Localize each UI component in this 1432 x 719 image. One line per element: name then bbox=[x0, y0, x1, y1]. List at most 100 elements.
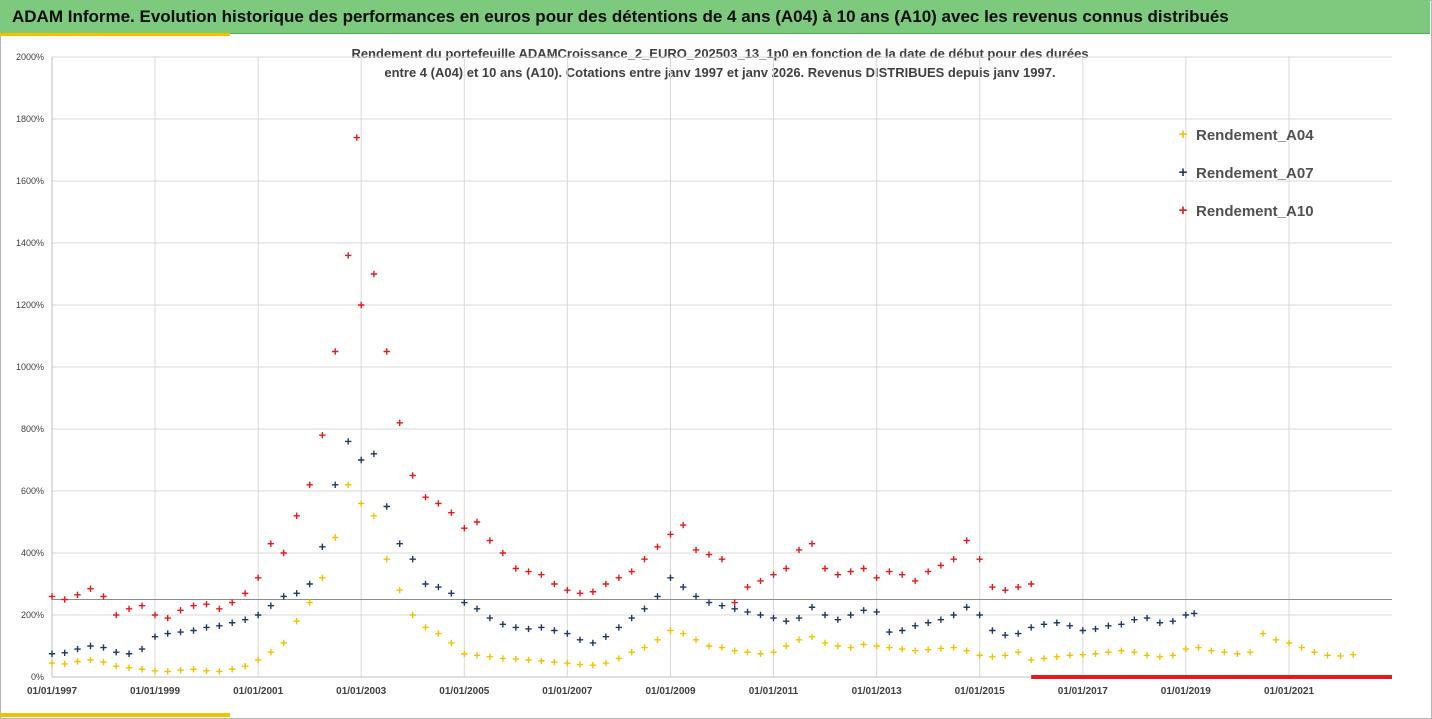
point-a07 bbox=[873, 608, 880, 616]
accent-bar-top bbox=[0, 33, 230, 36]
point-a07 bbox=[564, 630, 571, 637]
point-a04 bbox=[705, 642, 713, 650]
point-a07 bbox=[628, 614, 635, 622]
point-a10 bbox=[551, 580, 558, 588]
point-a04 bbox=[100, 658, 107, 666]
point-a07 bbox=[422, 580, 429, 588]
x-tick-label: 01/01/2019 bbox=[1161, 686, 1211, 697]
point-a04 bbox=[280, 639, 287, 647]
point-a07 bbox=[744, 608, 751, 616]
point-a10 bbox=[589, 588, 597, 595]
point-a04 bbox=[757, 650, 764, 657]
point-a04 bbox=[254, 656, 262, 664]
point-a04 bbox=[1156, 653, 1164, 661]
y-tick-label: 400% bbox=[21, 548, 44, 558]
point-a04 bbox=[718, 644, 726, 651]
point-a10 bbox=[409, 472, 416, 479]
point-a07 bbox=[229, 619, 236, 626]
point-a04 bbox=[87, 656, 94, 664]
point-a07 bbox=[551, 627, 558, 634]
point-a04 bbox=[293, 618, 300, 625]
point-a10 bbox=[1014, 583, 1022, 591]
point-a04 bbox=[911, 647, 919, 654]
point-a04 bbox=[177, 666, 184, 674]
point-a04 bbox=[924, 646, 932, 653]
legend-marker-a10: + bbox=[1178, 202, 1188, 219]
point-a07 bbox=[486, 614, 494, 622]
point-a10 bbox=[383, 348, 390, 355]
point-a10 bbox=[473, 518, 481, 526]
point-a07 bbox=[525, 625, 532, 633]
point-a07 bbox=[911, 622, 919, 630]
point-a07 bbox=[254, 611, 262, 619]
point-a07 bbox=[808, 604, 816, 611]
point-a04 bbox=[615, 655, 623, 662]
point-a07 bbox=[976, 611, 983, 619]
point-a10 bbox=[138, 602, 146, 609]
point-a10 bbox=[216, 605, 223, 612]
point-a10 bbox=[87, 585, 94, 592]
point-a10 bbox=[370, 270, 378, 278]
point-a10 bbox=[332, 348, 339, 355]
legend-label-a10: Rendement_A10 bbox=[1196, 203, 1314, 220]
point-a04 bbox=[383, 556, 390, 563]
x-tick-label: 01/01/2021 bbox=[1264, 686, 1314, 697]
point-a04 bbox=[628, 649, 635, 656]
x-tick-label: 01/01/2013 bbox=[852, 686, 902, 697]
point-a04 bbox=[989, 653, 996, 661]
point-a04 bbox=[860, 641, 867, 648]
x-tick-label: 01/01/2005 bbox=[439, 686, 489, 697]
point-a07 bbox=[396, 540, 403, 547]
point-a07 bbox=[293, 590, 300, 597]
point-a10 bbox=[692, 546, 700, 554]
point-a04 bbox=[151, 667, 159, 674]
y-tick-label: 0% bbox=[31, 672, 44, 682]
y-tick-label: 1200% bbox=[16, 300, 44, 310]
point-a07 bbox=[100, 644, 107, 651]
point-a04 bbox=[576, 661, 584, 668]
point-a10 bbox=[886, 568, 893, 575]
point-a04 bbox=[525, 656, 532, 664]
point-a04 bbox=[512, 655, 520, 663]
point-a10 bbox=[667, 531, 674, 538]
point-a07 bbox=[615, 624, 623, 631]
point-a04 bbox=[138, 666, 146, 673]
point-a07 bbox=[344, 438, 352, 445]
point-a07 bbox=[499, 621, 507, 628]
point-a10 bbox=[783, 565, 790, 572]
y-tick-label: 800% bbox=[21, 424, 44, 434]
point-a04 bbox=[1066, 652, 1074, 659]
point-a10 bbox=[1027, 580, 1035, 588]
point-a10 bbox=[757, 577, 764, 585]
point-a04 bbox=[74, 658, 81, 665]
point-a04 bbox=[448, 639, 455, 647]
point-a07 bbox=[280, 593, 287, 600]
point-a10 bbox=[770, 571, 777, 578]
point-a07 bbox=[306, 580, 313, 588]
point-a04 bbox=[1246, 649, 1254, 656]
point-a04 bbox=[344, 481, 352, 488]
point-a07 bbox=[125, 650, 133, 657]
point-a04 bbox=[1208, 647, 1215, 654]
point-a10 bbox=[203, 600, 210, 608]
point-a07 bbox=[370, 450, 378, 457]
x-tick-label: 01/01/1999 bbox=[130, 686, 180, 697]
point-a10 bbox=[241, 590, 249, 597]
point-a07 bbox=[783, 618, 790, 625]
point-a04 bbox=[396, 587, 403, 594]
point-a07 bbox=[512, 624, 520, 631]
point-a04 bbox=[125, 664, 133, 671]
point-a07 bbox=[1092, 625, 1099, 633]
point-a10 bbox=[834, 571, 842, 578]
point-a04 bbox=[357, 500, 365, 507]
point-a04 bbox=[1105, 649, 1112, 656]
point-a04 bbox=[1027, 656, 1035, 664]
point-a04 bbox=[667, 627, 674, 634]
point-a07 bbox=[1002, 631, 1009, 639]
point-a04 bbox=[899, 645, 906, 653]
point-a04 bbox=[1337, 652, 1344, 660]
point-a07 bbox=[1143, 614, 1151, 622]
point-a04 bbox=[48, 659, 56, 667]
point-a07 bbox=[834, 616, 842, 623]
